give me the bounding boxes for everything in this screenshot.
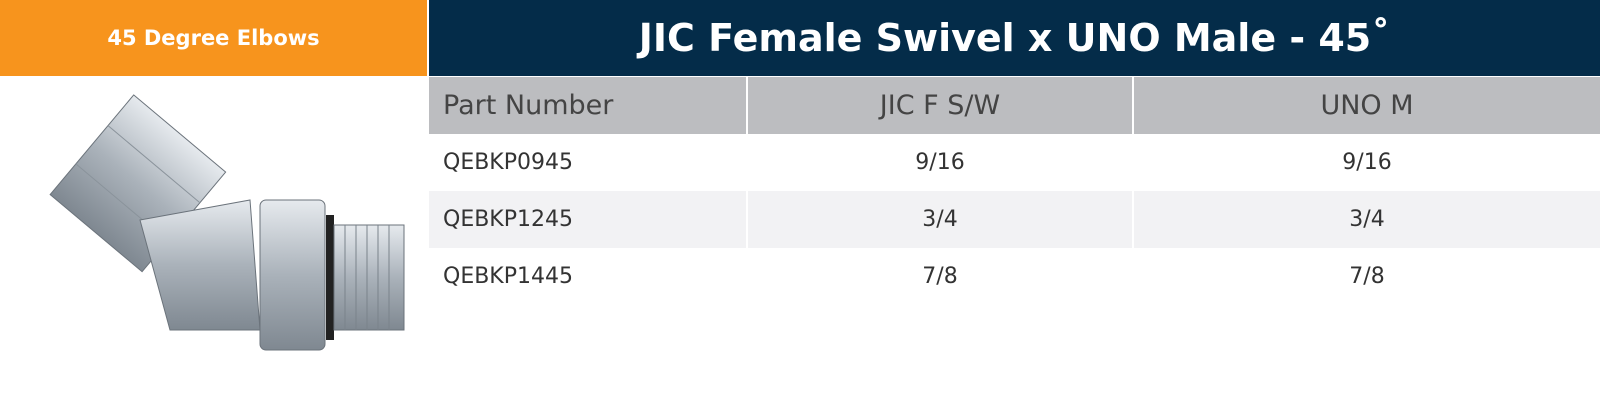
table-row: QEBKP1245 3/4 3/4 bbox=[429, 191, 1600, 248]
title-banner: JIC Female Swivel x UNO Male - 45˚ bbox=[429, 0, 1600, 76]
column-header: Part Number bbox=[429, 77, 747, 134]
column-header: UNO M bbox=[1132, 77, 1600, 134]
cell: 3/4 bbox=[746, 191, 1133, 248]
cell: 3/4 bbox=[1132, 191, 1600, 248]
cell: 7/8 bbox=[1132, 248, 1600, 305]
cell: 7/8 bbox=[746, 248, 1133, 305]
cell: QEBKP1245 bbox=[429, 191, 747, 248]
cell: QEBKP1445 bbox=[443, 264, 573, 289]
cell: QEBKP0945 bbox=[443, 150, 573, 175]
parts-table: Part Number JIC F S/W UNO M QEBKP0945 9/… bbox=[429, 77, 1600, 305]
column-header: JIC F S/W bbox=[746, 77, 1133, 134]
product-image bbox=[49, 94, 405, 351]
cell: 9/16 bbox=[746, 134, 1133, 191]
table-row: QEBKP1445 7/8 7/8 bbox=[429, 248, 1600, 305]
header-row: Part Number JIC F S/W UNO M bbox=[429, 77, 1600, 134]
table-row: QEBKP0945 9/16 9/16 bbox=[429, 134, 1600, 191]
category-banner: 45 Degree Elbows bbox=[0, 0, 427, 76]
cell: 9/16 bbox=[1132, 134, 1600, 191]
